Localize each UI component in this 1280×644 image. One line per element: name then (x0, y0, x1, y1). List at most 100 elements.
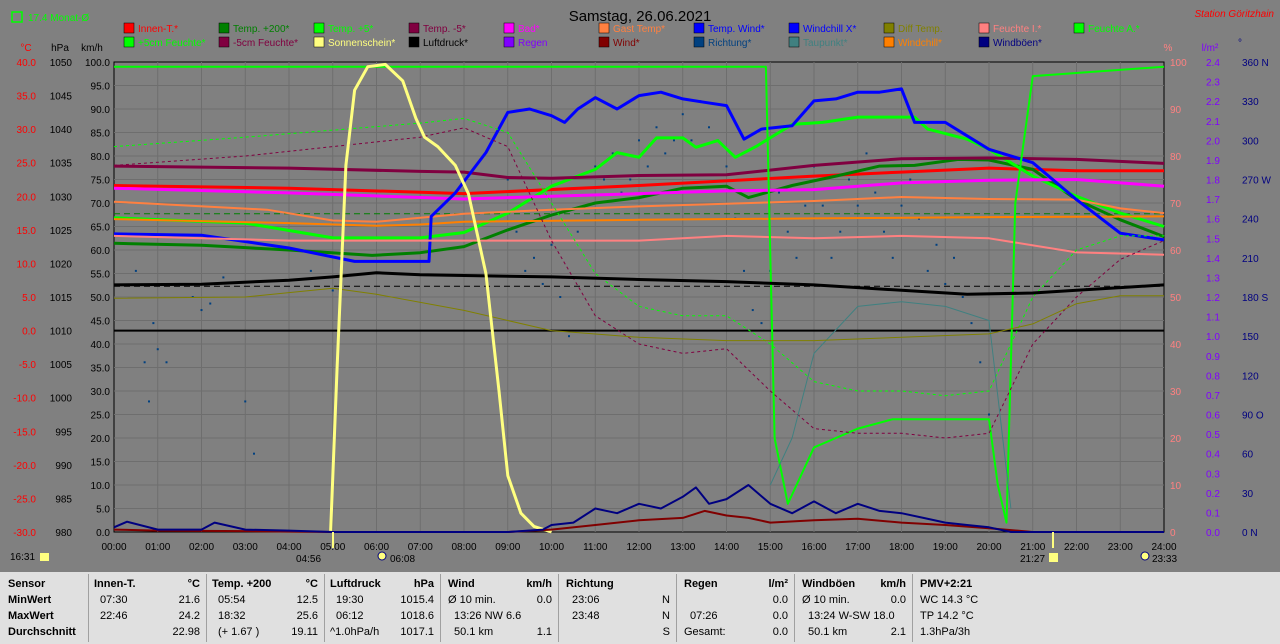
direction-point (909, 178, 912, 181)
time-tick-label: 16:00 (801, 542, 826, 553)
series-feuchte-a (114, 65, 1165, 524)
temp-tick-label: -30.0 (13, 528, 36, 539)
direction-point (629, 178, 632, 181)
rain-tick-label: 0.5 (1206, 430, 1220, 441)
direction-point (541, 282, 544, 285)
legend-label: Regen (518, 38, 547, 49)
sun-icon-left (40, 553, 49, 561)
stats-col-luftdruck: Luftdruck hPa 19:30 1015.4 06:12 1018.6 ^1.… (330, 576, 434, 642)
series-luftdruck (113, 271, 1165, 296)
stats-time: 06:12 (336, 610, 364, 622)
stats-value: 1017.1 (400, 626, 434, 638)
rain-tick-label: 1.7 (1206, 195, 1220, 206)
direction-point (988, 413, 990, 416)
legend-swatch (1073, 22, 1085, 34)
time-tick-label: 06:00 (364, 542, 389, 553)
time-tick-label: 24:00 (1151, 542, 1176, 553)
series-temp-5 (113, 156, 1165, 180)
direction-point (165, 361, 168, 364)
stats-head: Wind (448, 578, 475, 590)
direction-point (524, 269, 527, 272)
series--5cm-feuchte (113, 117, 1164, 397)
kmh-tick-label: 15.0 (91, 458, 111, 469)
percent-tick-label: 90 (1170, 105, 1182, 116)
stats-head: Windböen (802, 578, 856, 590)
direction-point (533, 256, 535, 259)
legend-label: Feuchte I.* (993, 24, 1041, 35)
stats-time: 13:24 W-SW 18.0 (808, 610, 895, 622)
legend-label: Taupunkt* (803, 38, 848, 49)
temp-tick-label: 25.0 (17, 159, 37, 170)
series-temp-200 (113, 157, 1165, 257)
legend-swatch (693, 36, 705, 48)
stats-value: 12.5 (296, 594, 318, 606)
direction-point (848, 178, 850, 181)
stats-value: 1015.4 (400, 594, 434, 606)
rain-tick-label: 1.8 (1206, 176, 1220, 187)
temp-tick-label: -20.0 (13, 461, 36, 472)
direction-point (568, 335, 570, 338)
hpa-tick-label: 980 (55, 528, 72, 539)
stats-time: Gesamt: (684, 626, 726, 638)
rain-tick-label: 1.0 (1206, 332, 1220, 343)
time-tick-label: 11:00 (583, 542, 608, 553)
stats-value: S (662, 626, 670, 638)
stats-unit: l/m² (768, 578, 788, 590)
time-tick-label: 10:00 (539, 542, 564, 553)
rain-tick-label: 2.4 (1206, 58, 1220, 69)
unit-rain: l/m² (1202, 43, 1219, 54)
legend-swatch (408, 22, 420, 34)
legend-label: +5cm Feuchte* (138, 38, 206, 49)
time-tick-label: 19:00 (933, 542, 958, 553)
legend-swatch (123, 22, 135, 34)
hpa-tick-label: 1030 (50, 192, 73, 203)
legend-label: Temp. -5* (423, 24, 466, 35)
stats-value: 25.6 (296, 610, 318, 622)
time-tick-label: 03:00 (233, 542, 258, 553)
legend-swatch (788, 36, 800, 48)
rain-tick-label: 2.3 (1206, 78, 1220, 89)
legend-swatch (313, 36, 325, 48)
stats-col-richtung: Richtung 23:06 N 23:48 N S (566, 576, 670, 642)
stats-head: Luftdruck (330, 578, 381, 590)
kmh-tick-label: 85.0 (91, 129, 111, 140)
legend: Innen-T.* Temp. +200* Temp. +5* Temp. -5* Ba… (123, 22, 1140, 49)
stats-unit: °C (187, 578, 200, 590)
kmh-tick-label: 0.0 (96, 528, 110, 539)
direction-point (200, 309, 203, 312)
rain-tick-label: 2.2 (1206, 97, 1220, 108)
stats-time: Ø 10 min. (448, 594, 496, 606)
kmh-tick-label: 90.0 (91, 105, 111, 116)
kmh-tick-label: 75.0 (91, 176, 111, 187)
series-taupunkt (769, 301, 1012, 509)
direction-tick-label: 60 (1242, 450, 1254, 461)
direction-point (821, 204, 824, 207)
rain-tick-label: 1.4 (1206, 254, 1220, 265)
legend-label: Sonnenschein* (328, 38, 395, 49)
monat-label: 17.4 Monat-Ø (28, 13, 89, 24)
direction-point (865, 152, 868, 155)
moon-icon (377, 551, 387, 561)
stats-col-pmv: PMV+2:21 WC 14.3 °C TP 14.2 °C 1.3hPa/3h (920, 576, 1030, 642)
unit-degree: ° (1238, 38, 1242, 49)
stats-value: 0.0 (536, 594, 552, 606)
legend-swatch (598, 36, 610, 48)
series-temp-wind (113, 87, 1165, 263)
direction-tick-label: 90 O (1242, 411, 1264, 422)
stats-time: 50.1 km (454, 626, 494, 638)
stats-value: 24.2 (178, 610, 200, 622)
left-time-label: 16:31 (10, 552, 35, 563)
stats-unit: km/h (526, 578, 552, 590)
legend-label: -5cm Feuchte* (233, 38, 298, 49)
percent-tick-label: 20 (1170, 434, 1182, 445)
direction-point (795, 256, 798, 259)
stats-value: 1.1 (536, 626, 552, 638)
kmh-tick-label: 25.0 (91, 411, 111, 422)
temp-tick-label: 35.0 (17, 92, 37, 103)
stats-time: ^1.0hPa/h (330, 626, 380, 638)
legend-label: Temp. +5* (328, 24, 373, 35)
direction-point (856, 204, 859, 207)
series-gast-temp (113, 196, 1165, 223)
rain-tick-label: 0.3 (1206, 469, 1220, 480)
stats-table: Sensor MinWert MaxWert Durchschnitt Inne… (0, 572, 1280, 644)
